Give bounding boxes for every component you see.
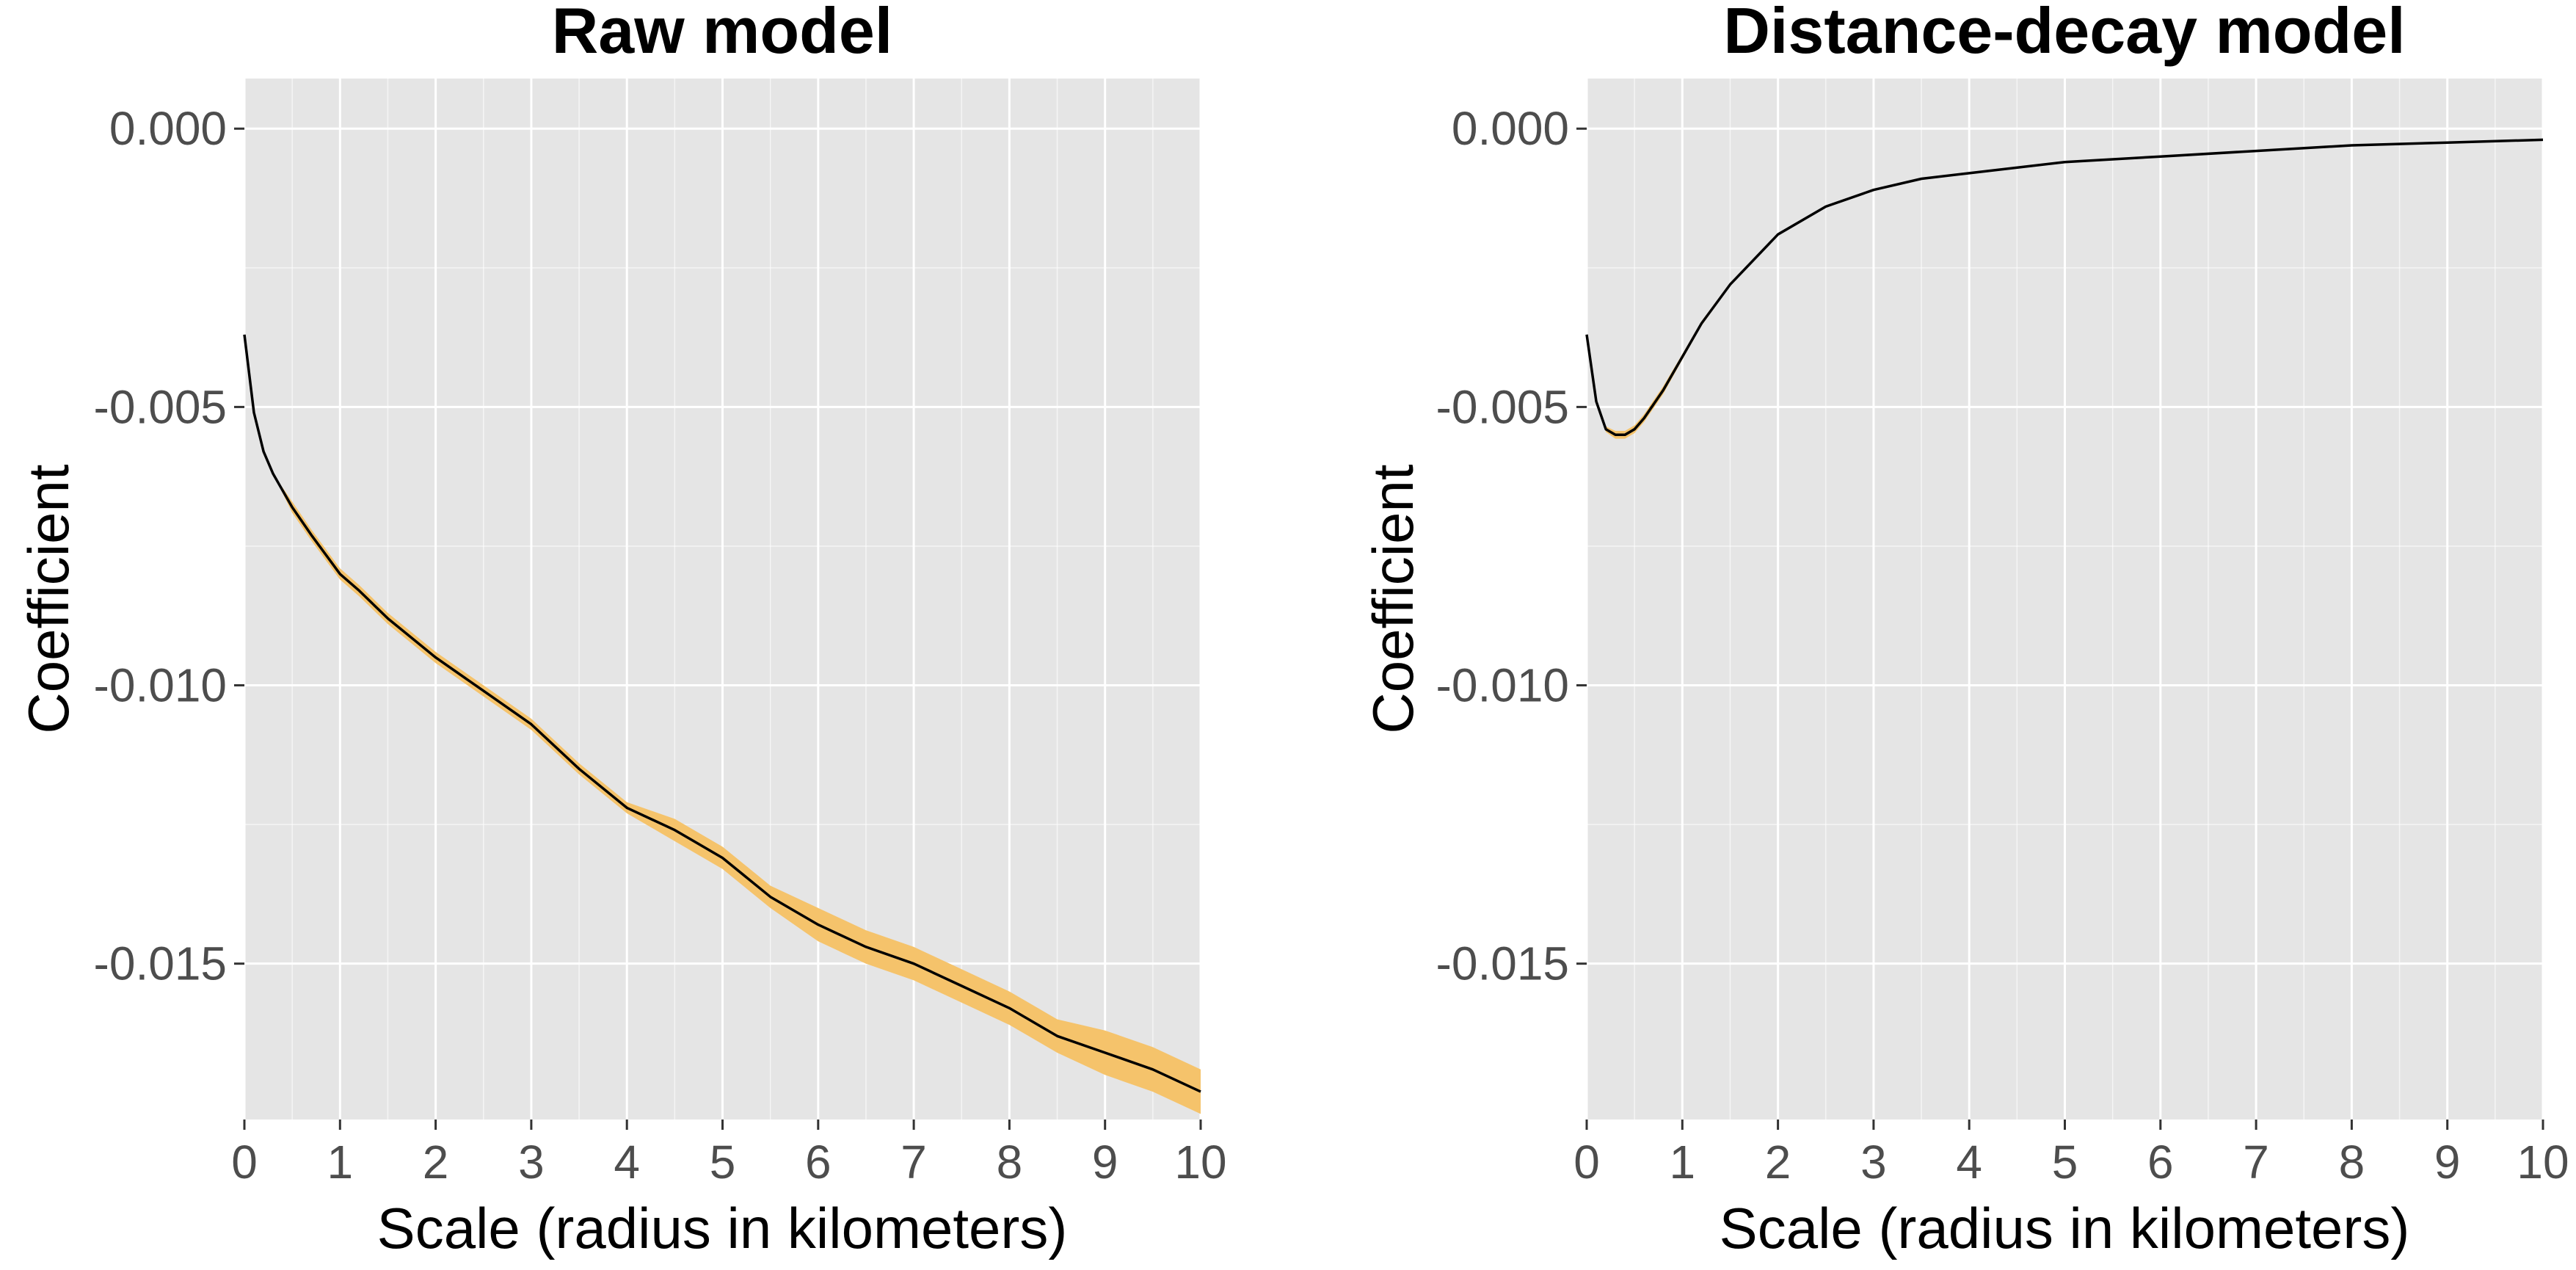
raw-model-x-tick-label: 9 [1092, 1136, 1118, 1189]
raw-model-y-tick-label: -0.005 [94, 380, 227, 433]
distance-decay-x-tick-label: 0 [1573, 1136, 1600, 1189]
distance-decay-x-axis-title: Scale (radius in kilometers) [1720, 1196, 2410, 1260]
raw-model-confidence-band [244, 334, 1201, 1114]
distance-decay-x-tick-label: 4 [1956, 1136, 1982, 1189]
distance-decay-panel: 0 1 2 3 4 5 6 7 8 9 10 0.000 -0.005 -0.010 -0.015 Dis… [1361, 0, 2569, 1260]
distance-decay-x-tick-label: 8 [2339, 1136, 2365, 1189]
raw-model-x-tick-label: 6 [805, 1136, 832, 1189]
distance-decay-title: Distance-decay model [1723, 0, 2405, 67]
raw-model-y-tick-label: -0.010 [94, 659, 227, 712]
distance-decay-major-grid [1585, 79, 2544, 1120]
raw-model-x-tick-label: 5 [710, 1136, 736, 1189]
raw-model-major-grid [243, 79, 1202, 1120]
raw-model-panel: 0 1 2 3 4 5 6 7 8 9 10 0.000 -0.005 -0.010 -0.015 Raw… [16, 0, 1227, 1260]
raw-model-coefficient-line [243, 334, 1201, 1093]
raw-model-x-tick-label: 7 [900, 1136, 927, 1189]
raw-model-x-tick-label: 8 [997, 1136, 1023, 1189]
distance-decay-y-tick-label: -0.010 [1436, 659, 1569, 712]
raw-model-x-axis-title: Scale (radius in kilometers) [377, 1196, 1068, 1260]
distance-decay-y-tick-label: 0.000 [1452, 102, 1569, 155]
raw-model-y-ticks: 0.000 -0.005 -0.010 -0.015 [94, 102, 244, 990]
distance-decay-y-ticks: 0.000 -0.005 -0.010 -0.015 [1436, 102, 1587, 990]
distance-decay-x-tick-label: 3 [1860, 1136, 1887, 1189]
distance-decay-y-axis-title: Coefficient [1361, 464, 1425, 733]
distance-decay-x-ticks: 0 1 2 3 4 5 6 7 8 9 10 [1573, 1120, 2569, 1189]
raw-model-x-tick-label: 10 [1174, 1136, 1226, 1189]
distance-decay-coefficient-line [1585, 138, 2544, 437]
distance-decay-x-tick-label: 9 [2434, 1136, 2461, 1189]
raw-model-x-tick-label: 4 [614, 1136, 640, 1189]
raw-model-x-tick-label: 1 [327, 1136, 354, 1189]
raw-model-x-tick-label: 3 [518, 1136, 545, 1189]
raw-model-title: Raw model [552, 0, 893, 67]
distance-decay-x-tick-label: 1 [1670, 1136, 1696, 1189]
distance-decay-minor-grid [1587, 79, 2543, 1120]
raw-model-x-tick-label: 0 [231, 1136, 258, 1189]
distance-decay-x-tick-label: 6 [2147, 1136, 2174, 1189]
distance-decay-y-tick-label: -0.015 [1436, 937, 1569, 990]
distance-decay-x-tick-label: 7 [2243, 1136, 2269, 1189]
raw-model-y-tick-label: -0.015 [94, 937, 227, 990]
distance-decay-x-tick-label: 5 [2052, 1136, 2078, 1189]
distance-decay-y-tick-label: -0.005 [1436, 380, 1569, 433]
distance-decay-x-tick-label: 10 [2517, 1136, 2569, 1189]
raw-model-y-tick-label: 0.000 [109, 102, 227, 155]
distance-decay-x-tick-label: 2 [1765, 1136, 1791, 1189]
raw-model-x-ticks: 0 1 2 3 4 5 6 7 8 9 10 [231, 1120, 1227, 1189]
raw-model-y-axis-title: Coefficient [16, 464, 81, 733]
raw-model-x-tick-label: 2 [423, 1136, 449, 1189]
